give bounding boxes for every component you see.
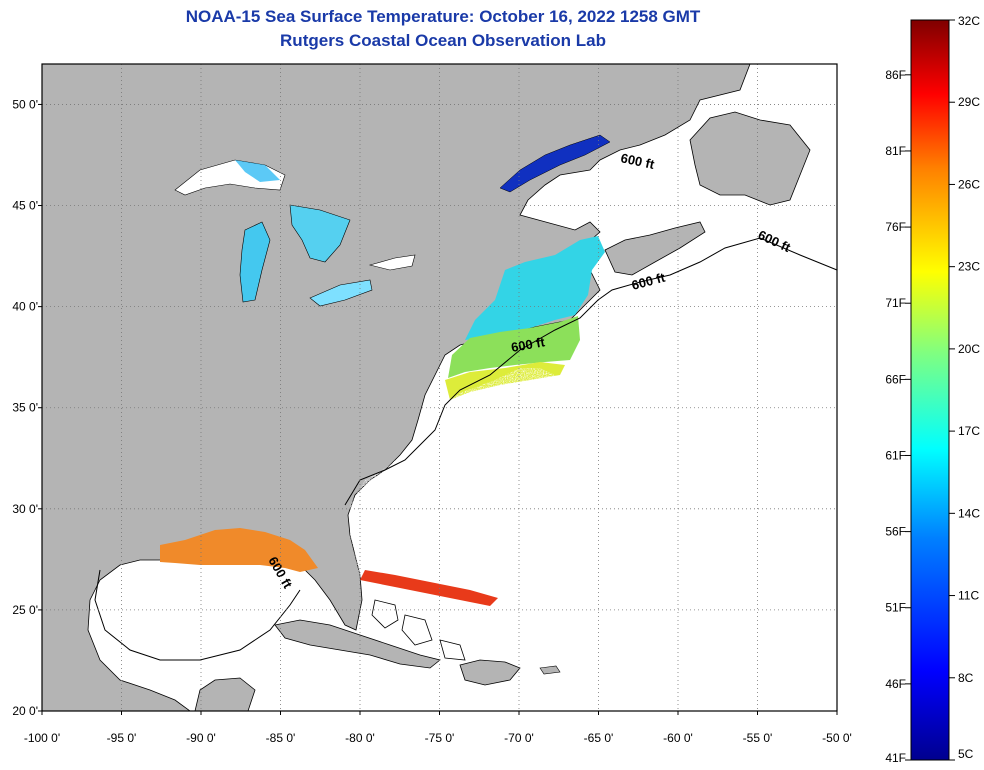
colorbar-fahrenheit-label: 46F xyxy=(885,677,906,691)
gulf-coast-sst xyxy=(160,528,318,572)
latitude-label: 30 0' xyxy=(12,502,38,516)
lake-michigan xyxy=(239,221,271,303)
latitude-label: 35 0' xyxy=(12,401,38,415)
latitude-label: 50 0' xyxy=(12,97,38,111)
contour-label: 600 ft xyxy=(510,334,547,355)
puerto-rico-land xyxy=(539,665,561,675)
longitude-label: -90 0' xyxy=(186,731,216,745)
longitude-label: -85 0' xyxy=(266,731,296,745)
colorbar-labels: 32C 29C 26C 23C 20C 17C 14C 11C 8C 5C 86F 81F 76F 71F… xyxy=(885,14,980,765)
latitude-label: 20 0' xyxy=(12,704,38,718)
longitude-label: -80 0' xyxy=(345,731,375,745)
longitude-label: -75 0' xyxy=(425,731,455,745)
colorbar-celsius-label: 5C xyxy=(958,747,974,761)
longitude-label: -65 0' xyxy=(584,731,614,745)
colorbar-celsius-label: 32C xyxy=(958,14,980,28)
colorbar-celsius-label: 14C xyxy=(958,506,980,520)
longitude-label: -60 0' xyxy=(663,731,693,745)
lake-huron xyxy=(289,204,351,263)
longitude-label: -95 0' xyxy=(107,731,137,745)
colorbar-celsius-label: 11C xyxy=(958,589,979,603)
colorbar-fahrenheit-label: 86F xyxy=(885,68,906,82)
graticule-grid xyxy=(42,64,837,711)
colorbar-fahrenheit-label: 76F xyxy=(885,220,906,234)
colorbar-celsius-label: 29C xyxy=(958,95,980,109)
latitude-label: 45 0' xyxy=(12,199,38,213)
longitude-label: -55 0' xyxy=(743,731,773,745)
gulf-stream-south-sst xyxy=(360,570,498,606)
longitude-label: -50 0' xyxy=(822,731,852,745)
longitude-labels: -100 0' -95 0' -90 0' -85 0' -80 0' -75 0' -70… xyxy=(24,711,852,745)
st-lawrence-sst xyxy=(499,134,611,193)
colorbar-celsius-label: 23C xyxy=(958,260,980,274)
latitude-label: 25 0' xyxy=(12,603,38,617)
colorbar-fahrenheit-label: 66F xyxy=(885,372,906,386)
latitude-labels: 50 0' 45 0' 40 0' 35 0' 30 0' 25 0' 20 0' xyxy=(12,97,42,718)
latitude-label: 40 0' xyxy=(12,300,38,314)
colorbar-fahrenheit-label: 71F xyxy=(885,296,906,310)
colorbar-celsius-label: 20C xyxy=(958,342,980,356)
longitude-label: -100 0' xyxy=(24,731,60,745)
isobath-600ft-contour xyxy=(94,237,838,661)
mid-atlantic-shelf-sst xyxy=(448,316,580,378)
hispaniola-land xyxy=(459,659,521,686)
map-subtitle: Rutgers Coastal Ocean Observation Lab xyxy=(280,31,606,50)
lake-erie xyxy=(309,279,373,307)
colorbar-fahrenheit-label: 56F xyxy=(885,525,906,539)
map-title: NOAA-15 Sea Surface Temperature: October… xyxy=(185,7,701,26)
colorbar xyxy=(910,19,950,761)
nova-scotia-land xyxy=(604,221,706,276)
colorbar-celsius-label: 8C xyxy=(958,671,974,685)
northeast-shelf-sst xyxy=(465,236,605,340)
newfoundland-land xyxy=(689,111,811,206)
colorbar-fahrenheit-label: 81F xyxy=(885,144,906,158)
lake-superior-sst xyxy=(235,160,280,182)
colorbar-fahrenheit-label: 51F xyxy=(885,601,906,615)
colorbar-fahrenheit-label: 41F xyxy=(885,751,906,765)
cuba-land xyxy=(274,619,441,669)
yucatan-land xyxy=(194,677,256,711)
bahamas-outline xyxy=(371,599,466,661)
longitude-label: -70 0' xyxy=(504,731,534,745)
colorbar-fahrenheit-label: 61F xyxy=(885,448,906,462)
lake-ontario xyxy=(368,254,416,271)
north-america-land xyxy=(42,64,751,711)
contour-label: 600 ft xyxy=(619,150,656,172)
gulf-stream-sst xyxy=(350,368,560,608)
colorbar-celsius-label: 17C xyxy=(958,424,980,438)
colorbar-celsius-label: 26C xyxy=(958,177,980,191)
